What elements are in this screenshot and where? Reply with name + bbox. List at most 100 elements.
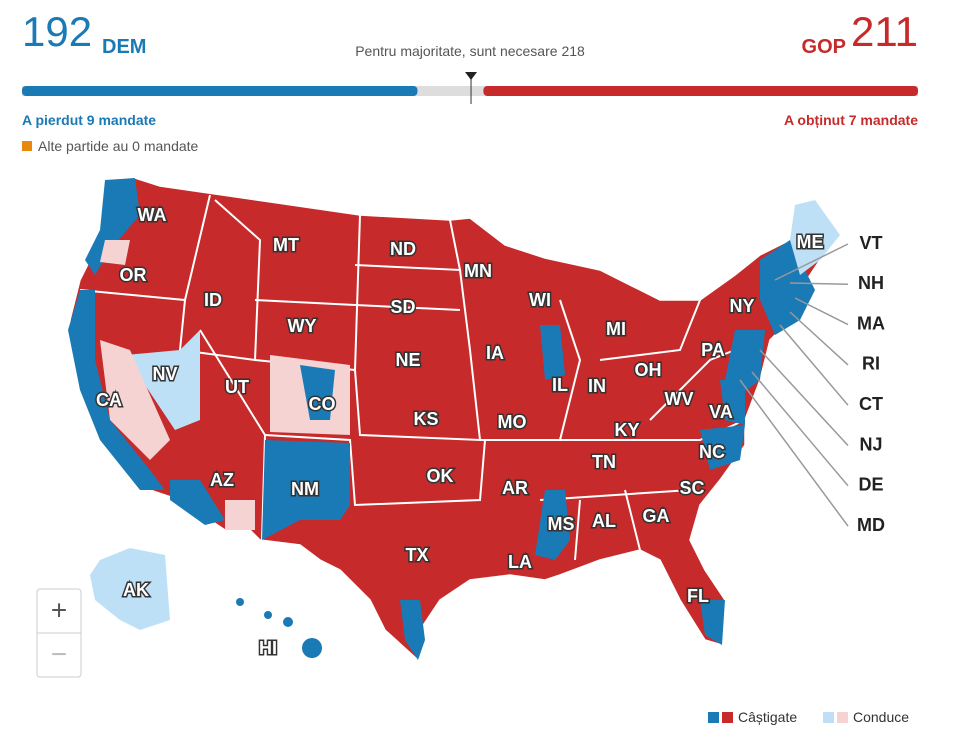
callout-line: [779, 324, 849, 406]
state-label: NE: [395, 350, 420, 370]
majority-marker: [465, 72, 478, 80]
callout-label: MD: [857, 515, 885, 535]
state-label: MO: [498, 412, 527, 432]
co-region[interactable]: [300, 365, 335, 420]
gop-seat-bar: [483, 86, 918, 96]
state-label: GA: [643, 506, 670, 526]
state-label: NV: [152, 364, 177, 384]
nv-region[interactable]: [125, 330, 200, 430]
state-label: LA: [508, 552, 532, 572]
state-label: KY: [614, 420, 639, 440]
legend-won-gop: [722, 712, 733, 723]
callout-label: MA: [857, 313, 885, 333]
dem-label: DEM: [102, 36, 146, 58]
nc-region[interactable]: [700, 425, 745, 470]
state-label: ME: [797, 232, 824, 252]
state-label: WA: [138, 205, 167, 225]
state-label: MN: [464, 261, 492, 281]
state-label: ID: [204, 290, 222, 310]
state-label: AZ: [210, 470, 234, 490]
callout-line: [759, 349, 849, 447]
nm-region[interactable]: [262, 440, 350, 540]
gop-change: A obținut 7 mandate: [784, 112, 918, 128]
gop-count: 211: [851, 8, 918, 55]
state-label: TN: [592, 452, 616, 472]
callout-line: [794, 297, 849, 326]
callout-label: NJ: [859, 434, 882, 454]
state-label: SC: [679, 478, 704, 498]
ca-lead-region[interactable]: [100, 340, 170, 460]
state-label: NC: [699, 442, 725, 462]
dem-seat-bar: [22, 86, 418, 96]
state-label: NM: [291, 479, 319, 499]
dem-change: A pierdut 9 mandate: [22, 112, 156, 128]
va-region[interactable]: [720, 380, 745, 425]
state-label: UT: [225, 377, 249, 397]
gop-label: GOP: [802, 36, 846, 58]
zoom-out-button[interactable]: −: [51, 638, 67, 669]
state-label: AK: [123, 580, 149, 600]
state-label: WI: [529, 290, 551, 310]
state-label: AL: [592, 511, 616, 531]
me-region[interactable]: [790, 200, 840, 275]
fl-region[interactable]: [700, 600, 725, 645]
callout-line: [789, 311, 849, 366]
ak-region[interactable]: [90, 548, 170, 630]
state-label: HI: [259, 638, 277, 658]
legend-lead-gop: [837, 712, 848, 723]
callout-label: DE: [858, 475, 883, 495]
state-label: PA: [701, 340, 725, 360]
state-label: WV: [665, 389, 694, 409]
state-label: ND: [390, 239, 416, 259]
az-region[interactable]: [170, 480, 225, 525]
legend-won: Câștigate: [738, 709, 797, 725]
state-label: IL: [552, 375, 568, 395]
zoom-in-button[interactable]: +: [51, 594, 67, 625]
il-region[interactable]: [540, 325, 565, 380]
callout-line: [751, 371, 849, 487]
state-label: CA: [96, 390, 122, 410]
majority-text: Pentru majoritate, sunt necesare 218: [355, 43, 585, 59]
state-label: FL: [687, 586, 709, 606]
az-lead-region[interactable]: [225, 500, 255, 530]
callout-line: [789, 282, 849, 286]
state-label: SD: [390, 297, 415, 317]
dem-count: 192: [22, 8, 92, 55]
state-label: IA: [486, 343, 504, 363]
or-lead-region[interactable]: [100, 240, 130, 265]
legend-won-dem: [708, 712, 719, 723]
ms-region[interactable]: [535, 490, 570, 560]
tx-region[interactable]: [400, 600, 425, 660]
state-label: IN: [588, 376, 606, 396]
state-label: OH: [635, 360, 662, 380]
state-label: VA: [709, 402, 733, 422]
callout-label: NH: [858, 273, 884, 293]
state-label: TX: [405, 545, 428, 565]
others-text: Alte partide au 0 mandate: [38, 138, 199, 154]
state-label: MT: [273, 235, 299, 255]
map[interactable]: [68, 177, 841, 662]
state-label: OR: [120, 265, 147, 285]
state-label: NY: [729, 296, 754, 316]
callout-label: VT: [859, 233, 882, 253]
mid-atlantic-region[interactable]: [725, 330, 765, 395]
seat-bar-track: [22, 86, 918, 96]
hi-islands[interactable]: [236, 598, 322, 658]
state-label: MI: [606, 319, 626, 339]
wa-region[interactable]: [85, 178, 140, 275]
callout-line: [739, 379, 849, 527]
callout-line: [774, 243, 849, 281]
state-label: KS: [413, 409, 438, 429]
state-label: OK: [427, 466, 454, 486]
others-swatch: [22, 141, 32, 151]
legend-lead-dem: [823, 712, 834, 723]
legend-leading: Conduce: [853, 709, 909, 725]
state-label: CO: [309, 394, 336, 414]
state-label: WY: [288, 316, 317, 336]
state-label: AR: [502, 478, 528, 498]
state-label: MS: [548, 514, 575, 534]
callout-label: RI: [862, 354, 880, 374]
west-coast-region[interactable]: [68, 290, 165, 490]
callout-label: CT: [859, 394, 883, 414]
